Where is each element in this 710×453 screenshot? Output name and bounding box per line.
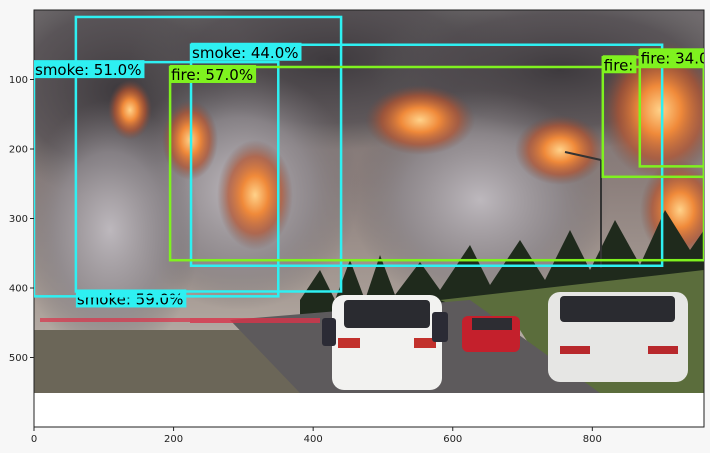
y-tick-label: 500 bbox=[9, 353, 28, 364]
y-tick-label: 300 bbox=[9, 214, 28, 225]
detection-label: smoke: 51.0% bbox=[35, 61, 141, 79]
detection-label: fire: bbox=[604, 56, 634, 74]
detection-label: fire: 34.0 bbox=[641, 49, 709, 67]
detection-label: smoke: 44.0% bbox=[192, 44, 298, 62]
detection-label: fire: 57.0% bbox=[171, 66, 253, 84]
y-tick-label: 400 bbox=[9, 284, 28, 295]
x-tick-label: 800 bbox=[583, 434, 602, 445]
y-tick-label: 100 bbox=[9, 75, 28, 86]
x-tick-label: 400 bbox=[304, 434, 323, 445]
x-tick-label: 0 bbox=[31, 434, 37, 445]
empty-plot-area bbox=[34, 393, 704, 427]
x-tick-label: 600 bbox=[443, 434, 462, 445]
y-tick-label: 200 bbox=[9, 145, 28, 156]
x-tick-label: 200 bbox=[164, 434, 183, 445]
detection-label: smoke: 59.0% bbox=[77, 290, 183, 308]
